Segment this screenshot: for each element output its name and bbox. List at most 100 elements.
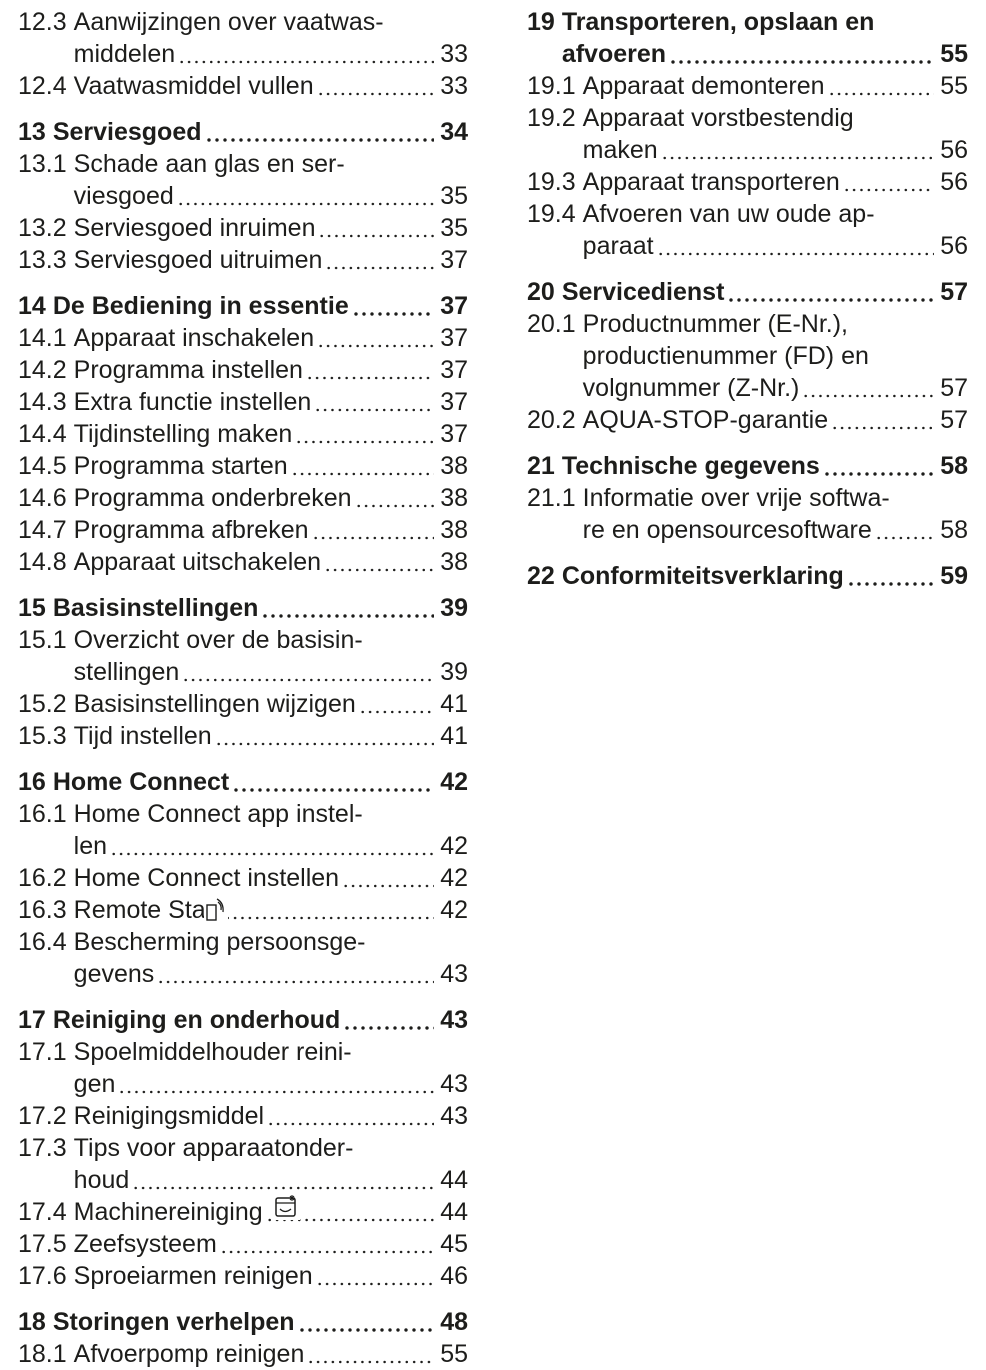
dot-leader [727,276,935,308]
page-number: 41 [440,722,468,750]
toc-item: 13.2 Serviesgoed inruimen 35 [18,212,468,244]
entry-text: Storingen verhelpen 48 [53,1306,468,1338]
entry-title: Overzicht over de basisin- [73,626,363,654]
entry-text: Programma instellen 37 [74,354,468,386]
entry-line: Aanwijzingen over vaatwas- [74,6,468,38]
entry-number: 15.1 [18,626,67,654]
entry-number: 14 [18,292,46,320]
machine-care-icon [274,1194,300,1220]
toc-item: 12.3 Aanwijzingen over vaatwas-middelen 33 [18,6,468,70]
toc-heading: 21 Technische gegevens 58 [527,450,968,482]
dot-leader [874,514,935,546]
dot-leader [831,404,935,436]
entry-title: Productnummer (E-Nr.), [582,310,849,338]
dot-leader [182,656,435,688]
entry-text: Apparaat transporteren 56 [583,166,968,198]
entry-line: maken 56 [583,134,968,166]
toc-item: 14.4 Tijdinstelling maken 37 [18,418,468,450]
dot-leader [297,1306,435,1338]
entry-title: stellingen [73,658,180,686]
dot-leader [660,134,935,166]
toc-column: 12.3 Aanwijzingen over vaatwas-middelen 33… [18,6,468,1370]
entry-text: Reiniging en onderhoud 43 [53,1004,468,1036]
entry-number: 14.3 [18,388,67,416]
toc-item: 17.2 Reinigingsmiddel 43 [18,1100,468,1132]
toc-section: 22 Conformiteitsverklaring 59 [527,560,968,592]
entry-number: 20.1 [527,310,576,338]
toc-item: 19.4 Afvoeren van uw oude ap-paraat 56 [527,198,968,262]
entry-title: Apparaat vorstbestendig [582,104,854,132]
dot-leader [342,862,435,894]
entry-text: Tijd instellen 41 [74,720,468,752]
entry-title: Basisinstellingen [52,594,259,622]
entry-number: 12.4 [18,72,67,100]
entry-line: Spoelmiddelhouder reini- [74,1036,468,1068]
entry-line: Basisinstellingen 39 [53,592,468,624]
toc-item: 19.1 Apparaat demonteren 55 [527,70,968,102]
entry-number: 16.4 [18,928,67,956]
page-number: 33 [440,72,468,100]
entry-line: Home Connect app instel- [74,798,468,830]
entry-text: Informatie over vrije softwa-re en opens… [583,482,968,546]
page-number: 38 [440,516,468,544]
page-number: 37 [440,324,468,352]
entry-text: Afvoerpomp reinigen 55 [74,1338,468,1370]
entry-text: Machinereiniging 44 [74,1196,468,1228]
entry-title: Programma afbreken [73,516,309,544]
entry-text: Basisinstellingen wijzigen 41 [74,688,468,720]
toc-column: 19 Transporteren, opslaan en afvoeren 55 19.… [527,6,968,592]
page-number: 56 [940,168,968,196]
page-number: 42 [440,864,468,892]
entry-number: 19 [527,8,555,36]
entry-number: 21.1 [527,484,576,512]
entry-title: Serviesgoed [52,118,202,146]
dot-leader [316,70,435,102]
entry-number: 15 [18,594,46,622]
entry-number: 21 [527,452,555,480]
entry-title: maken [582,136,658,164]
dot-leader [343,1004,435,1036]
toc-heading: 15 Basisinstellingen 39 [18,592,468,624]
entry-text: Reinigingsmiddel 43 [74,1100,468,1132]
dot-leader [314,386,435,418]
page-number: 38 [440,548,468,576]
entry-text: Apparaat vorstbestendig maken 56 [583,102,968,166]
entry-title: Technische gegevens [561,452,820,480]
toc-item: 16.3 Remote Start 42 [18,894,468,926]
page-number: 58 [940,452,968,480]
entry-title: Servicedienst [561,278,725,306]
dot-leader [295,418,435,450]
entry-line: Informatie over vrije softwa- [583,482,968,514]
entry-line: Zeefsysteem 45 [74,1228,468,1260]
dot-leader [311,514,435,546]
toc-heading: 16 Home Connect 42 [18,766,468,798]
page-number: 39 [440,594,468,622]
page-number: 42 [440,832,468,860]
entry-number: 17.4 [18,1198,67,1226]
entry-title: Serviesgoed inruimen [73,214,316,242]
dot-leader [846,560,935,592]
toc-item: 17.5 Zeefsysteem 45 [18,1228,468,1260]
dot-leader [842,166,935,198]
dot-leader [118,1068,435,1100]
entry-title: Remote Start [73,896,221,924]
entry-line: Programma starten 38 [74,450,468,482]
page-number: 39 [440,658,468,686]
entry-title: re en opensourcesoftware [582,516,872,544]
entry-text: Overzicht over de basisin-stellingen 39 [74,624,468,688]
entry-title: Tijdinstelling maken [73,420,293,448]
entry-title: Sproeiarmen reinigen [73,1262,313,1290]
entry-title: AQUA-STOP-garantie [582,406,829,434]
toc-section: 15 Basisinstellingen 39 15.1 Overzicht over … [18,592,468,752]
entry-line: Apparaat transporteren 56 [583,166,968,198]
entry-title: Home Connect instellen [73,864,340,892]
page-number: 37 [440,246,468,274]
page-number: 46 [440,1262,468,1290]
entry-title: Serviesgoed uitruimen [73,246,323,274]
dot-leader [324,546,435,578]
page-number: 43 [440,1070,468,1098]
dot-leader [354,482,435,514]
toc-item: 17.3 Tips voor apparaatonder-houd 44 [18,1132,468,1196]
entry-title: productienummer (FD) en [582,342,869,370]
